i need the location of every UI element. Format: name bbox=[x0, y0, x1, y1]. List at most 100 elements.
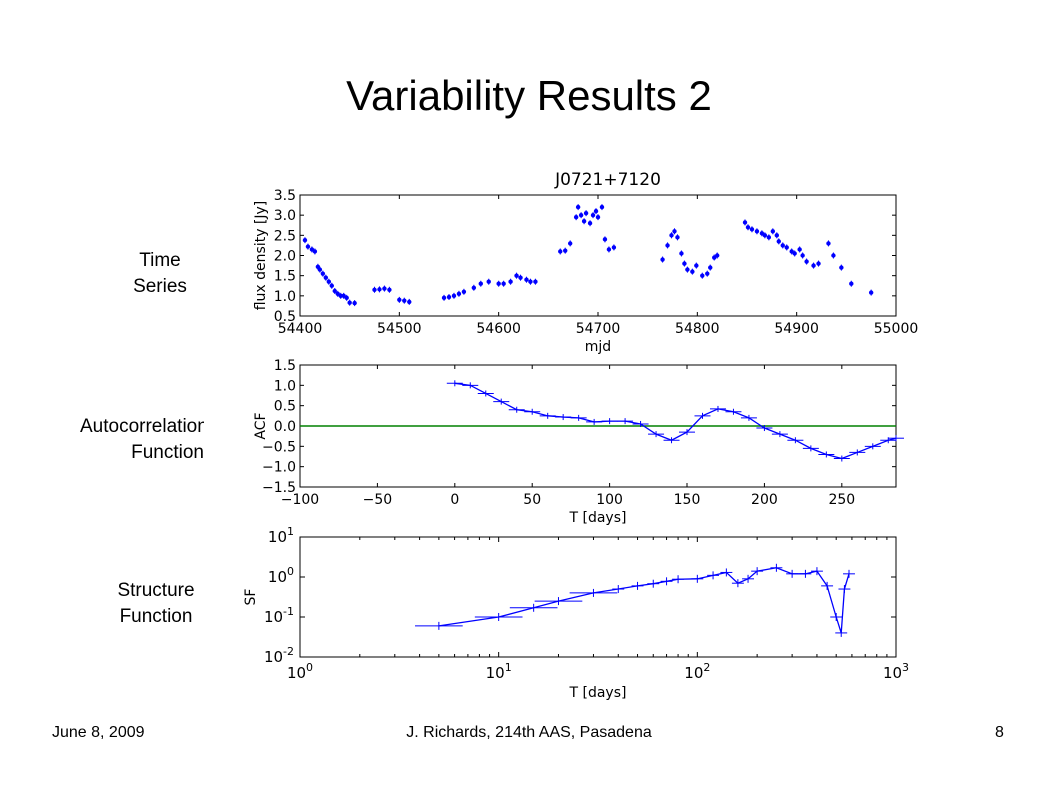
acf-label-line2: Function bbox=[131, 442, 204, 463]
ts-y-tick-label: 0.5 bbox=[274, 309, 296, 325]
sf-x-tick-label: 101 bbox=[486, 661, 512, 682]
ts-x-tick-label: 54600 bbox=[476, 321, 521, 337]
ts-data-point bbox=[461, 289, 467, 294]
ts-chart-title: J0721+7120 bbox=[554, 170, 661, 190]
ts-data-point bbox=[478, 281, 483, 286]
ts-data-point bbox=[700, 273, 705, 278]
ts-y-tick-label: 1.5 bbox=[274, 269, 296, 285]
ts-data-point bbox=[352, 300, 357, 306]
ts-data-point bbox=[397, 297, 402, 303]
ts-data-point bbox=[708, 265, 713, 270]
ts-data-point bbox=[305, 244, 311, 249]
ts-data-point bbox=[407, 299, 412, 305]
time-series-label-line1: Time bbox=[139, 250, 181, 271]
ts-data-point bbox=[344, 295, 349, 301]
ts-data-point bbox=[402, 298, 407, 303]
acf-y-tick-label: 1.5 bbox=[274, 358, 296, 374]
ts-data-point bbox=[496, 281, 501, 286]
ts-data-point bbox=[323, 275, 329, 280]
ts-data-point bbox=[377, 287, 382, 292]
sf-plot-frame bbox=[299, 536, 897, 658]
ts-data-point bbox=[690, 269, 695, 274]
ts-x-tick-label: 54500 bbox=[377, 321, 422, 337]
sf-label-line2: Function bbox=[119, 606, 193, 627]
footer-date: June 8, 2009 bbox=[52, 724, 145, 741]
ts-data-point bbox=[590, 212, 596, 218]
sf-x-tick-label: 102 bbox=[684, 661, 710, 682]
acf-y-axis-label: ACF bbox=[253, 412, 269, 439]
acf-label: Autocorrelation Function bbox=[80, 414, 204, 466]
ts-x-tick-label: 54800 bbox=[675, 321, 720, 337]
sf-y-tick-label: 100 bbox=[268, 565, 294, 586]
ts-data-point bbox=[800, 253, 805, 258]
ts-data-point bbox=[332, 288, 337, 294]
ts-data-point bbox=[372, 287, 377, 292]
ts-data-point bbox=[611, 245, 617, 250]
ts-data-point bbox=[508, 279, 513, 284]
ts-data-point bbox=[518, 275, 523, 280]
ts-data-point bbox=[776, 239, 781, 244]
acf-y-tick-label: −0.5 bbox=[262, 439, 296, 455]
ts-data-point bbox=[754, 229, 760, 234]
ts-data-point bbox=[762, 233, 768, 238]
sf-x-tick-label: 103 bbox=[883, 661, 909, 682]
ts-data-point bbox=[811, 263, 816, 268]
ts-data-point bbox=[849, 281, 854, 286]
footer-center: J. Richards, 214th AAS, Pasadena bbox=[406, 724, 652, 741]
ts-data-point bbox=[528, 279, 533, 284]
ts-data-point bbox=[826, 241, 831, 246]
ts-y-tick-label: 3.5 bbox=[274, 188, 296, 204]
ts-data-point bbox=[581, 219, 587, 224]
acf-x-tick-label: 50 bbox=[523, 492, 541, 508]
ts-data-point bbox=[558, 249, 563, 254]
ts-data-point bbox=[575, 204, 581, 210]
ts-data-point bbox=[705, 271, 710, 276]
ts-data-point bbox=[797, 247, 802, 252]
ts-data-point bbox=[533, 279, 538, 284]
ts-x-tick-label: 55000 bbox=[874, 321, 919, 337]
ts-data-point bbox=[567, 241, 573, 246]
acf-series-line bbox=[454, 382, 897, 460]
ts-x-tick-label: 54700 bbox=[576, 321, 621, 337]
ts-data-point bbox=[742, 220, 748, 225]
acf-y-tick-label: −1.0 bbox=[262, 460, 296, 476]
ts-y-tick-label: 2.5 bbox=[274, 228, 296, 244]
ts-data-point bbox=[451, 293, 457, 299]
ts-data-point bbox=[679, 251, 684, 256]
acf-x-tick-label: 150 bbox=[674, 492, 701, 508]
sf-series-line bbox=[438, 567, 850, 634]
acf-y-tick-label: −1.5 bbox=[262, 480, 296, 496]
ts-data-point bbox=[573, 214, 579, 220]
ts-data-point bbox=[347, 300, 352, 305]
ts-data-point bbox=[685, 267, 690, 272]
ts-data-point bbox=[660, 257, 665, 262]
ts-data-point bbox=[669, 233, 674, 238]
sf-y-axis-label: SF bbox=[243, 589, 259, 606]
ts-x-tick-label: 54900 bbox=[774, 321, 819, 337]
sf-label-line1: Structure bbox=[117, 580, 195, 601]
ts-y-tick-label: 2.0 bbox=[274, 249, 296, 265]
ts-data-point bbox=[749, 227, 755, 232]
ts-data-point bbox=[486, 279, 491, 284]
ts-data-point bbox=[839, 265, 844, 270]
acf-x-tick-label: 200 bbox=[751, 492, 778, 508]
ts-data-point bbox=[524, 277, 529, 282]
ts-x-axis-label: mjd bbox=[585, 339, 611, 355]
ts-data-point bbox=[563, 248, 568, 253]
footer-page: 8 bbox=[995, 724, 1004, 741]
acf-x-tick-label: −100 bbox=[281, 492, 319, 508]
sf-y-tick-label: 10-1 bbox=[264, 605, 294, 626]
ts-data-point bbox=[471, 285, 477, 290]
ts-data-point bbox=[602, 237, 608, 242]
ts-data-point bbox=[302, 237, 308, 243]
ts-x-tick-label: 54400 bbox=[278, 321, 323, 337]
ts-data-point bbox=[595, 214, 601, 220]
ts-y-tick-label: 1.0 bbox=[274, 289, 296, 305]
ts-data-point bbox=[320, 271, 326, 276]
acf-y-tick-label: 1.0 bbox=[274, 378, 296, 394]
ts-data-point bbox=[831, 253, 836, 258]
ts-data-point bbox=[583, 210, 589, 216]
ts-data-point bbox=[792, 251, 797, 256]
ts-data-point bbox=[593, 208, 599, 214]
